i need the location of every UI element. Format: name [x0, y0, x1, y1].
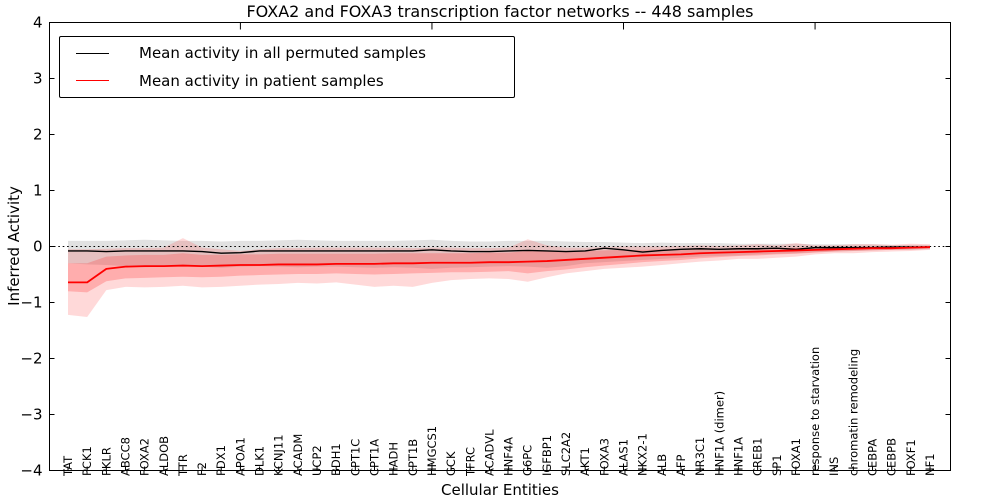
y-tick-label: −2 — [20, 350, 42, 368]
x-tick-label: PDX1 — [214, 445, 228, 476]
x-tick-label: PKLR — [99, 447, 113, 476]
x-tick-label: NF1 — [923, 453, 937, 476]
x-axis-label: Cellular Entities — [441, 481, 559, 499]
x-tick-label: KCNJ11 — [272, 434, 286, 476]
x-tick-label: HADH — [387, 442, 401, 476]
x-tick-label: SP1 — [770, 454, 784, 476]
legend-line-sample-red — [76, 80, 109, 82]
legend-label: Mean activity in patient samples — [139, 71, 384, 90]
x-tick-label: ACADM — [291, 434, 305, 476]
chart-title: FOXA2 and FOXA3 transcription factor net… — [246, 2, 754, 21]
y-tick-label: 3 — [33, 70, 43, 88]
x-tick-label: F2 — [195, 462, 209, 476]
x-tick-label: ACADVL — [482, 429, 496, 476]
x-tick-label: GCK — [444, 451, 458, 476]
x-tick-label: CEBPA — [866, 439, 880, 476]
x-tick-label: NR3C1 — [693, 437, 707, 476]
x-tick-label: FOXA2 — [138, 438, 152, 476]
x-tick-label: CEBPB — [885, 438, 899, 476]
x-tick-label: chromatin remodeling — [846, 349, 860, 476]
x-tick-label: BDH1 — [329, 443, 343, 476]
y-tick-label: 1 — [33, 182, 43, 200]
x-tick-label: ALDOB — [157, 436, 171, 476]
x-tick-label: AFP — [674, 455, 688, 476]
x-tick-label: APOA1 — [233, 437, 247, 476]
x-tick-label: PCK1 — [80, 446, 94, 476]
patient-inner-band — [68, 246, 930, 293]
x-tick-label: TTR — [176, 454, 190, 477]
x-tick-label: HMGCS1 — [425, 426, 439, 476]
permuted-mean-line — [68, 246, 930, 254]
y-tick-label: 0 — [33, 238, 43, 256]
x-tick-label: UCP2 — [310, 445, 324, 476]
y-axis-label: Inferred Activity — [5, 186, 23, 306]
x-tick-label: FOXA3 — [597, 438, 611, 476]
x-tick-label: response to starvation — [808, 347, 822, 476]
legend-entry-permuted: Mean activity in all permuted samples — [60, 40, 514, 66]
legend-label: Mean activity in all permuted samples — [139, 44, 426, 63]
y-tick-label: −3 — [20, 406, 42, 424]
x-tick-label: ALAS1 — [617, 439, 631, 476]
x-tick-label: CPT1B — [406, 439, 420, 476]
y-tick-label: −4 — [20, 462, 42, 480]
x-tick-label: TFRC — [463, 447, 477, 477]
x-tick-label: SLC2A2 — [559, 432, 573, 476]
legend-entry-patient: Mean activity in patient samples — [60, 68, 514, 94]
x-tick-label: ALB — [655, 454, 669, 476]
x-tick-label: CPT1C — [348, 439, 362, 476]
x-tick-label: DLK1 — [253, 446, 267, 476]
legend-line-sample-black — [76, 52, 109, 54]
permuted-confidence-band — [68, 239, 930, 269]
x-tick-label: INS — [827, 457, 841, 476]
legend: Mean activity in all permuted samples Me… — [59, 36, 515, 98]
x-tick-label: ABCC8 — [118, 437, 132, 476]
y-tick-label: −1 — [20, 294, 42, 312]
patient-mean-line — [68, 246, 931, 284]
x-tick-label: HNF1A (dimer) — [712, 391, 726, 476]
y-tick-label: 4 — [33, 14, 43, 32]
y-tick-label: 2 — [33, 126, 43, 144]
patient-outer-band — [68, 238, 930, 318]
x-tick-label: FOXF1 — [904, 439, 918, 476]
x-tick-label: HNF4A — [502, 437, 516, 476]
x-tick-label: HNF1A — [731, 437, 745, 476]
x-tick-label: FOXA1 — [789, 438, 803, 476]
x-tick-label: TAT — [61, 455, 75, 477]
x-tick-label: G6PC — [521, 445, 535, 476]
x-tick-label: NKX2-1 — [636, 433, 650, 476]
x-tick-label: AKT1 — [578, 447, 592, 476]
x-tick-label: IGFBP1 — [540, 435, 554, 476]
x-tick-label: CREB1 — [751, 438, 765, 477]
x-tick-label: CPT1A — [367, 439, 381, 476]
